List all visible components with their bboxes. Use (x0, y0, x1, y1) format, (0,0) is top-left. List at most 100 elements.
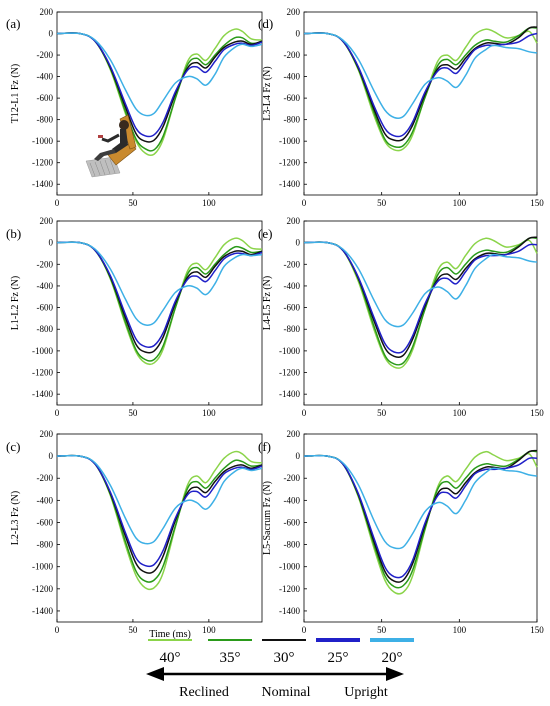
panel-c-ytick-label: -600 (37, 517, 54, 527)
panel-d-ytick-label: -600 (284, 93, 301, 103)
panel-d-letter: (d) (258, 16, 273, 31)
panel-b-ytick-label: 200 (40, 216, 54, 226)
panel-c-series-4 (56, 454, 263, 545)
panel-f-ylabel: L5-Sacrum Fz (N) (262, 481, 273, 555)
panel-c-xtick-label: 100 (202, 625, 216, 635)
panel-f-series-0 (303, 450, 538, 595)
panel-b-ytick-label: -400 (37, 281, 54, 291)
panel-d-ytick-label: 0 (296, 29, 301, 39)
panel-b-ytick-label: -200 (37, 259, 54, 269)
panel-e-ytick-label: -400 (284, 281, 301, 291)
panel-f-ytick-label: 200 (287, 429, 301, 439)
panel-f-xtick-label: 50 (377, 625, 387, 635)
panel-c-frame (56, 433, 263, 623)
arrow-label-upright: Upright (344, 685, 388, 700)
panel-d-ytick-label: -1400 (279, 179, 300, 189)
panel-d-xtick-label: 100 (453, 198, 467, 208)
legend-label-40: 40° (160, 650, 181, 666)
legend-label-35: 35° (220, 650, 241, 666)
panel-d-series-3 (303, 32, 538, 138)
panel-b-ylabel: L1-L2 Fz (N) (10, 276, 21, 330)
panel-f-series-4 (303, 454, 538, 550)
panel-e-letter: (e) (258, 226, 272, 241)
legend-label-20: 20° (382, 650, 403, 666)
panel-a-xtick-label: 0 (55, 198, 60, 208)
panel-f-xtick-label: 100 (453, 625, 467, 635)
panel-a-ylabel: T12-L1 Fz (N) (10, 64, 21, 123)
panel-d-ytick-label: -400 (284, 72, 301, 82)
panel-a-series-0 (56, 28, 263, 157)
legend-label-25: 25° (328, 650, 349, 666)
panel-c: (c) L2-L3 Fz (N) 200 0 -200 -400 -600 -800 -10… (6, 429, 263, 635)
panel-b-series-3 (56, 241, 263, 349)
panel-a-series-3 (56, 32, 263, 138)
panel-e-ytick-label: 0 (296, 238, 301, 248)
panel-c-series-3 (56, 454, 263, 568)
panel-c-ylabel: L2-L3 Fz (N) (10, 491, 21, 545)
panel-a-xtick-label: 50 (128, 198, 138, 208)
panel-f-ytick-label: -600 (284, 517, 301, 527)
arrow-head-left (146, 667, 164, 681)
x-axis-title: Time (ms) (149, 629, 191, 640)
panel-b-ytick-label: -1000 (32, 346, 53, 356)
panel-e-series-0 (303, 237, 538, 369)
panel-a-ytick-label: -600 (37, 93, 54, 103)
legend-label-30: 30° (274, 650, 295, 666)
panel-f-xtick-label: 150 (530, 625, 544, 635)
panel-c-series-2 (56, 454, 263, 574)
panel-e: (e) L4-L5 Fz (N) 200 0 -200 -400 -600 -800 -10… (258, 216, 544, 418)
panel-f-frame (303, 433, 538, 623)
panel-e-ytick-label: -1000 (279, 346, 300, 356)
panel-a-ytick-label: -200 (37, 50, 54, 60)
panel-e-series-3 (303, 241, 538, 354)
panel-e-ytick-label: -1200 (279, 368, 300, 378)
panel-e-xtick-label: 150 (530, 408, 544, 418)
panel-b-ytick-label: 0 (49, 238, 54, 248)
panel-b-series-2 (56, 241, 263, 354)
panel-b-xtick-label: 100 (202, 408, 216, 418)
panel-f-ytick-label: -800 (284, 540, 301, 550)
panel-c-letter: (c) (6, 439, 20, 454)
panel-e-ytick-label: -800 (284, 324, 301, 334)
panel-c-xtick-label: 0 (55, 625, 60, 635)
panel-a-xtick-label: 100 (202, 198, 216, 208)
panel-d-xtick-label: 50 (377, 198, 387, 208)
panel-c-ytick-label: -1000 (32, 562, 53, 572)
panel-a-series-4 (56, 32, 263, 117)
panel-f-ytick-label: -1000 (279, 562, 300, 572)
arrow-label-reclined: Reclined (179, 685, 229, 700)
panel-c-ytick-label: -1200 (32, 584, 53, 594)
panel-f-ytick-label: -1200 (279, 584, 300, 594)
panel-c-series-0 (56, 450, 263, 591)
panel-d: (d) L3-L4 Fz (N) 200 0 -200 -400 -600 -800 -10… (258, 7, 544, 208)
panel-e-ytick-label: -1400 (279, 389, 300, 399)
panel-e-ytick-label: -200 (284, 259, 301, 269)
panel-e-frame (303, 220, 538, 406)
panel-c-ytick-label: 0 (49, 451, 54, 461)
panel-c-ytick-label: -400 (37, 495, 54, 505)
panel-a-ytick-label: -800 (37, 115, 54, 125)
panel-f-xtick-label: 0 (302, 625, 307, 635)
panel-b-letter: (b) (6, 226, 21, 241)
seated-occupant-icon (85, 114, 137, 178)
panel-e-xtick-label: 0 (302, 408, 307, 418)
panel-d-series-1 (303, 26, 538, 149)
panel-a-letter: (a) (6, 16, 20, 31)
legend: 40° 35° 30° 25° 20° (148, 638, 414, 666)
panel-e-ylabel: L4-L5 Fz (N) (262, 276, 273, 330)
panel-a-ytick-label: 200 (40, 7, 54, 17)
panel-f: (f) L5-Sacrum Fz (N) 200 0 -200 -400 -600 -80… (258, 429, 544, 635)
panel-d-frame (303, 11, 538, 196)
arrow-head-right (386, 667, 404, 681)
panel-f-ytick-label: -1400 (279, 606, 300, 616)
panel-d-ylabel: L3-L4 Fz (N) (262, 66, 273, 120)
panel-a-ytick-label: -400 (37, 72, 54, 82)
panel-c-ytick-label: -200 (37, 473, 54, 483)
panel-c-ytick-label: 200 (40, 429, 54, 439)
panel-b-ytick-label: -1400 (32, 389, 53, 399)
